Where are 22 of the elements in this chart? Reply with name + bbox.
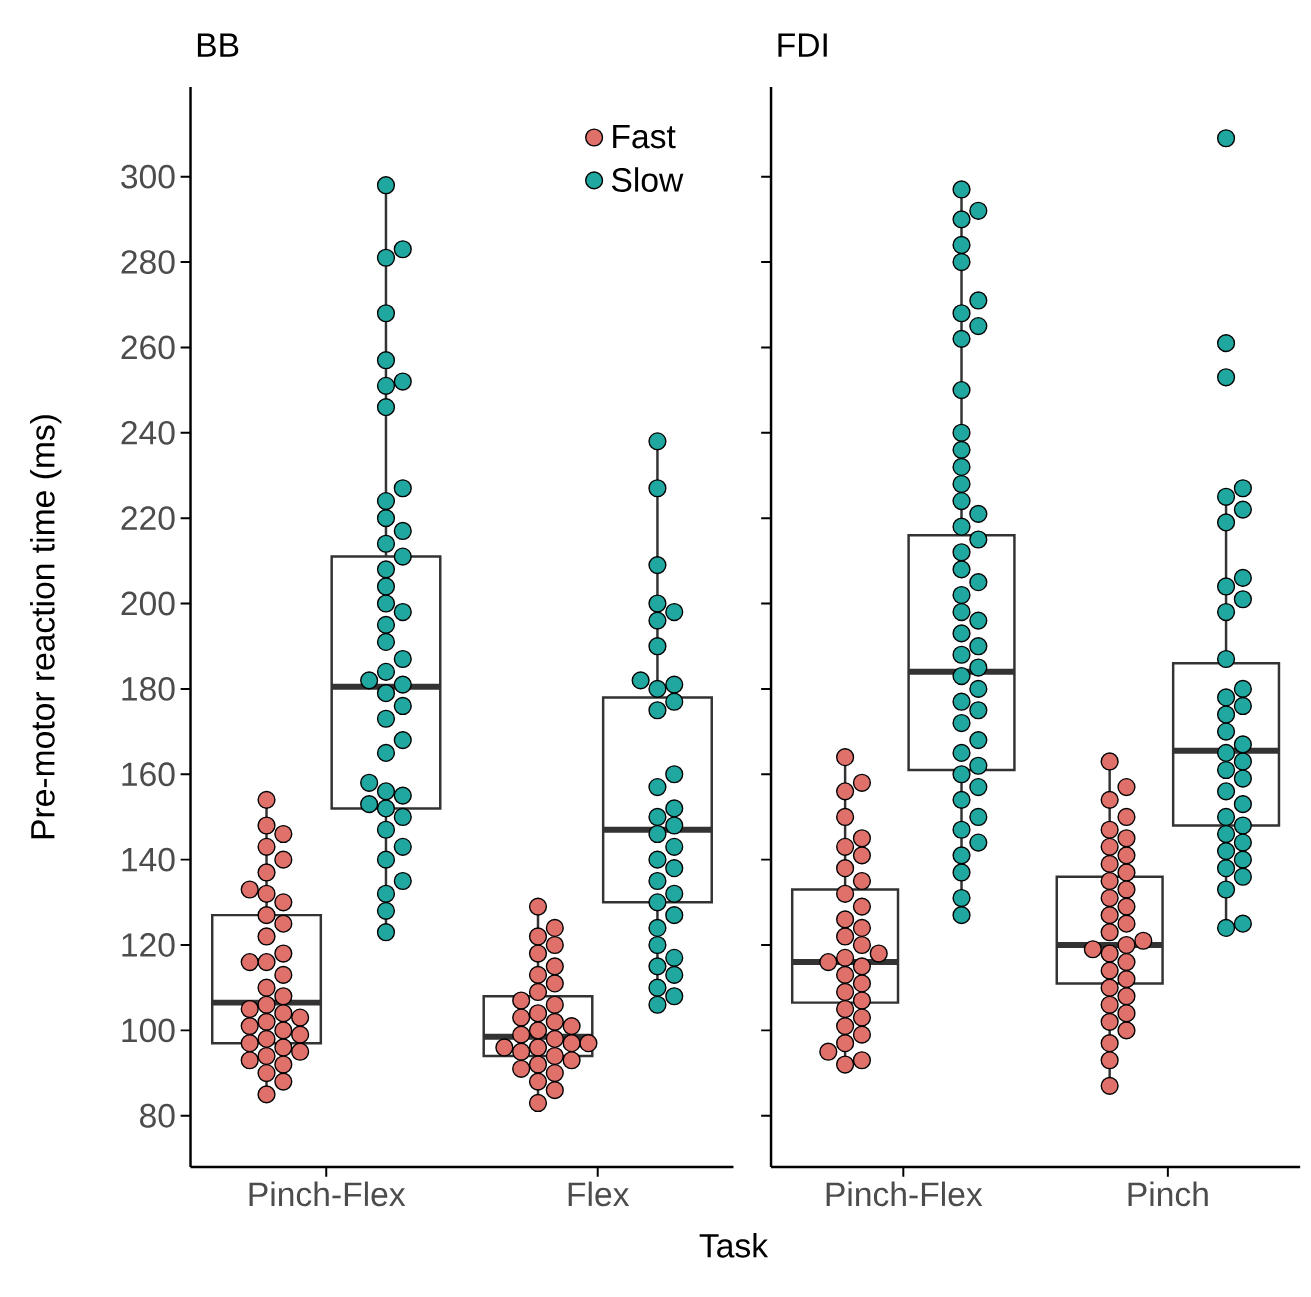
chart-title: BB <box>197 33 239 57</box>
y-tick-label: 140 <box>122 847 175 872</box>
x-tick-label: Pinch-Flex <box>826 1181 983 1207</box>
y-tick-label: 160 <box>122 762 175 787</box>
y-tick-label: 200 <box>121 591 175 616</box>
x-axis-title: Task <box>699 1233 769 1258</box>
legend-label: Slow <box>611 167 684 193</box>
x-tick-label: Flex <box>568 1181 630 1207</box>
y-tick-label: 180 <box>122 677 175 702</box>
y-axis-title: Pre-motor reaction time (ms) <box>30 415 62 839</box>
y-tick-label: 300 <box>121 165 175 189</box>
y-tick-label: 220 <box>121 506 175 531</box>
y-tick-label: 80 <box>140 1104 175 1128</box>
y-tick-label: 280 <box>121 250 175 275</box>
chart-title: FDI <box>778 33 827 57</box>
y-tick-label: 100 <box>122 1018 175 1043</box>
y-tick-label: 240 <box>121 421 175 445</box>
legend-label: Fast <box>613 125 676 149</box>
x-tick-label: Pinch-Flex <box>249 1181 406 1207</box>
y-tick-label: 260 <box>121 335 175 360</box>
y-tick-label: 120 <box>122 933 175 958</box>
x-tick-label: Pinch <box>1128 1181 1208 1207</box>
